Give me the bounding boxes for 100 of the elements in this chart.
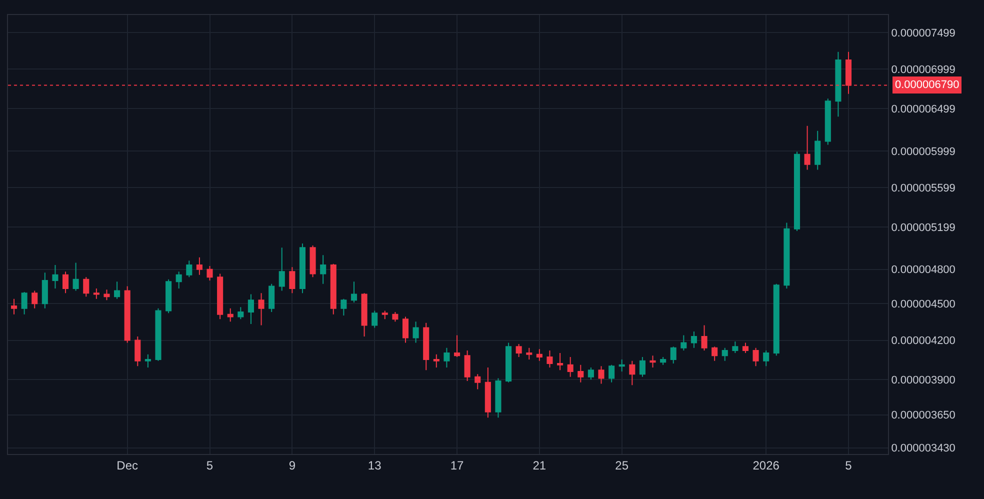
candlestick [83, 276, 90, 298]
candlestick [196, 256, 202, 276]
candlestick [670, 346, 676, 364]
candlestick [217, 273, 224, 320]
candlestick [722, 347, 728, 362]
candlestick [680, 334, 687, 351]
candlestick [227, 308, 234, 322]
candlestick [516, 344, 522, 358]
y-tick-label: 0.000005199 [891, 222, 956, 234]
candlestick [32, 290, 38, 309]
candlestick [320, 254, 326, 284]
x-tick-label: 9 [288, 458, 296, 472]
candlestick [21, 291, 28, 315]
y-tick-label: 0.000005599 [891, 182, 956, 194]
candlestick [42, 272, 48, 309]
candlestick [506, 342, 512, 383]
ref-line-label: 0.000006790 [895, 79, 960, 91]
y-tick-label: 0.000005999 [891, 146, 956, 158]
candlestick [166, 278, 172, 314]
candlestick [392, 311, 398, 322]
candlestick [618, 359, 625, 372]
y-tick-label: 0.000006999 [891, 64, 956, 76]
candlestick [536, 348, 542, 362]
candlestick [372, 310, 378, 328]
candlestick [804, 125, 810, 170]
x-tick-label: Dec [116, 458, 138, 472]
candlestick [712, 346, 718, 362]
candlestick [546, 350, 553, 368]
candlestick [629, 360, 636, 386]
candlestick [474, 374, 481, 390]
candlestick [238, 306, 244, 320]
candlestick [155, 308, 162, 362]
candlestick [72, 262, 79, 292]
candlestick [289, 266, 296, 294]
candlestick [690, 330, 697, 348]
candlestick [258, 292, 264, 326]
candlestick [784, 222, 790, 289]
candlestick [598, 366, 604, 384]
candlestick [299, 242, 306, 294]
candlestick [835, 51, 842, 118]
candlestick [588, 366, 594, 380]
candlestick [763, 350, 770, 367]
candlestick [732, 341, 738, 354]
candlestick [124, 286, 130, 344]
y-tick-label: 0.000004500 [891, 298, 956, 310]
candlestick [742, 342, 749, 354]
x-tick-label: 21 [532, 458, 546, 472]
candlestick [402, 316, 409, 344]
candlestick [557, 352, 564, 371]
candlestick [93, 288, 100, 300]
y-tick-label: 0.000004800 [891, 264, 956, 276]
candlestick [444, 347, 450, 368]
candlestick [206, 266, 213, 282]
candlestick [104, 289, 110, 301]
y-tick-label: 0.000004200 [891, 335, 956, 348]
x-tick-label: 2026 [752, 458, 780, 472]
candlestick [186, 260, 192, 278]
candlestick [433, 354, 440, 368]
candlestick [773, 283, 780, 356]
candlestick [608, 364, 615, 383]
candlestick [340, 298, 347, 316]
x-tick-label: 13 [368, 458, 382, 472]
candlestick [824, 98, 831, 146]
candlestick [361, 292, 368, 337]
candlestick [578, 364, 584, 383]
x-tick-label: 17 [450, 458, 464, 472]
candlestick [794, 151, 800, 232]
candlestick [144, 354, 151, 368]
x-tick-label: 5 [845, 458, 852, 472]
y-tick-label: 0.000006499 [891, 103, 956, 116]
y-tick-label: 0.000007499 [891, 27, 956, 40]
candlestick [268, 283, 275, 312]
candlestick [310, 245, 316, 278]
candlestick [752, 347, 759, 367]
x-tick-label: 5 [206, 458, 214, 472]
candlestick [278, 247, 285, 292]
candlestick [660, 356, 666, 366]
candlestick [650, 355, 656, 368]
candlestick [62, 271, 69, 294]
y-tick-label: 0.000003900 [891, 374, 956, 386]
candlestick [423, 322, 430, 371]
candlestick [464, 350, 470, 382]
candlestick [412, 321, 419, 344]
y-tick-label: 0.000003430 [891, 442, 956, 455]
candlestick [330, 263, 336, 315]
candlestick [484, 366, 491, 418]
candlestick [114, 281, 120, 300]
candlestick [176, 271, 182, 289]
candlestick [382, 310, 388, 320]
y-tick-label: 0.000003650 [891, 410, 956, 422]
candlestick [248, 294, 254, 325]
candlestick [701, 324, 708, 351]
candlestick [52, 264, 58, 289]
candlestick [495, 378, 502, 418]
candlestick [639, 356, 646, 378]
candlestick [134, 336, 141, 367]
candlestick [526, 347, 532, 360]
x-tick-label: 25 [615, 458, 629, 472]
candlestick [454, 334, 460, 358]
candlestick [567, 356, 574, 378]
